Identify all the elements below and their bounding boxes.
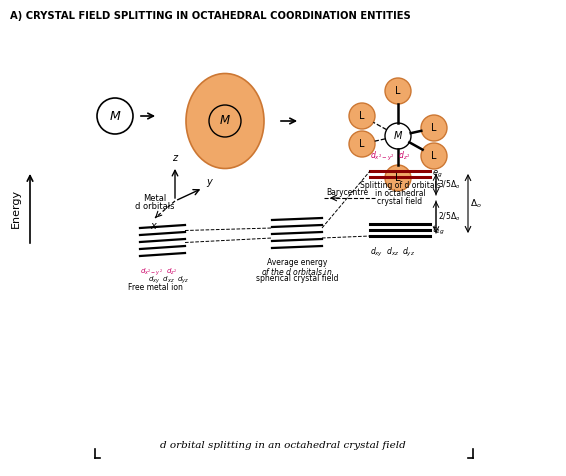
Text: d orbital splitting in an octahedral crystal field: d orbital splitting in an octahedral cry… — [160, 442, 406, 450]
Text: M: M — [220, 115, 230, 128]
Ellipse shape — [186, 73, 264, 169]
Text: $3/5\Delta_o$: $3/5\Delta_o$ — [438, 178, 461, 191]
Text: L: L — [431, 151, 437, 161]
Text: Free metal ion: Free metal ion — [127, 283, 182, 292]
Circle shape — [385, 165, 411, 191]
Text: Metal: Metal — [143, 194, 166, 203]
Circle shape — [421, 115, 447, 141]
Text: M: M — [110, 109, 121, 122]
Text: Energy: Energy — [11, 188, 21, 228]
Text: x: x — [150, 221, 156, 231]
Text: A) CRYSTAL FIELD SPLITTING IN OCTAHEDRAL COORDINATION ENTITIES: A) CRYSTAL FIELD SPLITTING IN OCTAHEDRAL… — [10, 11, 411, 21]
Text: d orbitals: d orbitals — [135, 202, 175, 211]
Text: z: z — [173, 153, 178, 163]
Text: in octahedral: in octahedral — [375, 189, 426, 198]
Text: $t_{2g}$: $t_{2g}$ — [432, 223, 444, 237]
Text: $e_g$: $e_g$ — [432, 169, 443, 179]
Circle shape — [421, 143, 447, 169]
Text: L: L — [395, 173, 401, 183]
Text: $d_{xy}$  $d_{xz}$  $d_{yz}$: $d_{xy}$ $d_{xz}$ $d_{yz}$ — [148, 274, 190, 286]
Text: L: L — [359, 139, 365, 149]
Circle shape — [349, 103, 375, 129]
Text: $2/5\Delta_o$: $2/5\Delta_o$ — [438, 211, 461, 223]
Text: L: L — [431, 123, 437, 133]
Text: $d_{xy}$  $d_{xz}$  $d_{yz}$: $d_{xy}$ $d_{xz}$ $d_{yz}$ — [370, 246, 415, 259]
Circle shape — [385, 78, 411, 104]
Circle shape — [349, 131, 375, 157]
Text: $d_{x^2-y^2}$  $d_{z^2}$: $d_{x^2-y^2}$ $d_{z^2}$ — [370, 150, 410, 163]
Text: $\Delta_o$: $\Delta_o$ — [470, 197, 482, 210]
Text: of the $d$ orbitals in: of the $d$ orbitals in — [261, 266, 333, 277]
Text: Average energy: Average energy — [267, 258, 327, 267]
Text: Splitting of d orbitals: Splitting of d orbitals — [359, 181, 440, 190]
Text: $d_{x^2-y^2}$  $d_{z^2}$: $d_{x^2-y^2}$ $d_{z^2}$ — [140, 266, 177, 278]
Text: crystal field: crystal field — [378, 197, 423, 206]
Text: Barycentre: Barycentre — [326, 188, 368, 197]
Text: y: y — [206, 177, 212, 187]
Text: L: L — [359, 111, 365, 121]
Text: L: L — [395, 86, 401, 96]
Text: spherical crystal field: spherical crystal field — [256, 274, 338, 283]
Text: M: M — [394, 131, 402, 141]
